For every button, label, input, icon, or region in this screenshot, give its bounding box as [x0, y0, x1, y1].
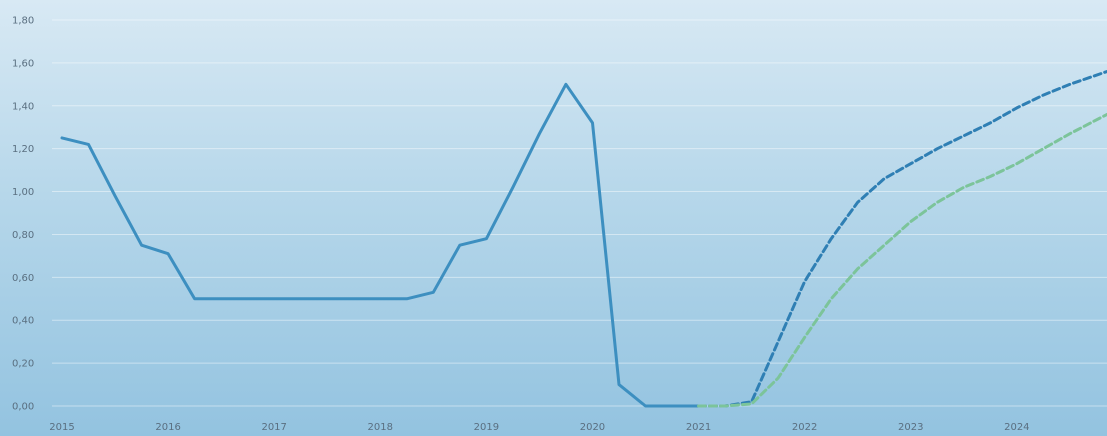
x-tick-label: 2024 [1004, 422, 1029, 433]
x-tick-label: 2021 [686, 422, 711, 433]
x-tick-label: 2018 [368, 422, 393, 433]
x-axis: 2015 2016 2017 2018 2019 2020 2021 2022 2023 2024 [49, 422, 1029, 433]
series-line-solid [60, 82, 700, 408]
y-tick-label: 1,00 [12, 187, 34, 198]
y-tick-label: 1,20 [12, 144, 34, 155]
y-tick-label: 0,80 [12, 230, 34, 241]
x-tick-label: 2017 [261, 422, 286, 433]
y-axis: 0,00 0,20 0,40 0,60 0,80 1,00 1,20 1,40 1,60 1,80 [12, 16, 34, 413]
x-tick-label: 2023 [898, 422, 923, 433]
y-tick-label: 0,00 [12, 402, 34, 413]
series-line-dashed-2 [697, 112, 1107, 408]
y-tick-label: 1,60 [12, 58, 34, 69]
x-tick-label: 2020 [580, 422, 605, 433]
x-tick-label: 2019 [474, 422, 499, 433]
x-tick-label: 2015 [49, 422, 74, 433]
series-layer [60, 70, 1107, 408]
x-tick-label: 2016 [155, 422, 180, 433]
y-tick-label: 0,20 [12, 359, 34, 370]
series-line-dashed-1 [697, 70, 1107, 408]
x-tick-label: 2022 [792, 422, 817, 433]
y-tick-label: 1,80 [12, 16, 34, 27]
y-tick-label: 0,60 [12, 273, 34, 284]
y-tick-label: 1,40 [12, 101, 34, 112]
grid-layer [52, 19, 1107, 407]
y-tick-label: 0,40 [12, 316, 34, 327]
